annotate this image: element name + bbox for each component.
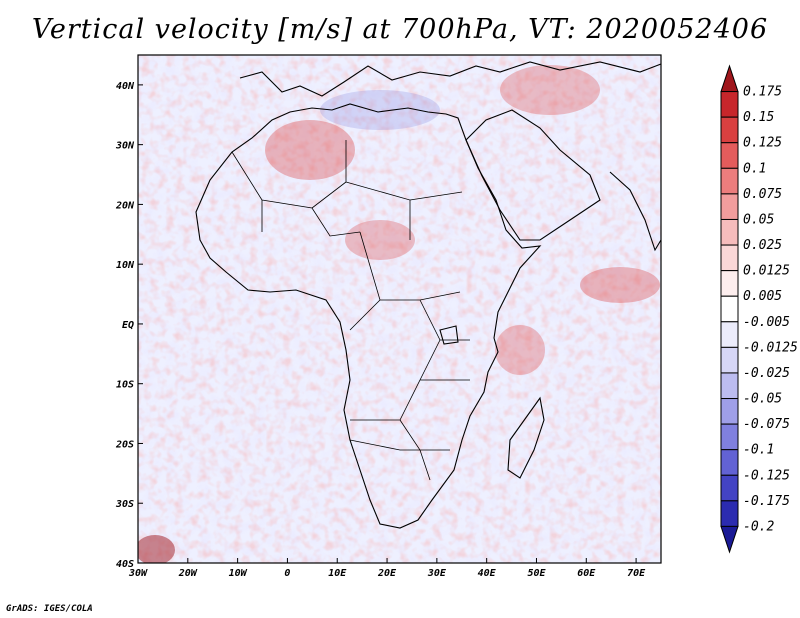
coastlines-and-borders (195, 61, 662, 529)
updraft-somali-coast (495, 325, 545, 375)
velocity-field (138, 55, 661, 563)
border-lines (231, 140, 470, 481)
y-tick-label: 30S (115, 499, 134, 510)
x-tick-label: 20E (377, 568, 397, 579)
colorbar-swatch (720, 423, 739, 451)
x-tick-label: 50E (527, 568, 546, 579)
x-tick-label: 0 (284, 568, 290, 579)
x-tick-label: 40E (478, 568, 497, 579)
y-tick-label: EQ (122, 320, 134, 331)
colorbar: 0.175 0.15 0.125 0.1 0.075 0.05 0.025 0.0125 0.0… (720, 64, 798, 554)
downdraft-mediterranean (320, 90, 440, 130)
updraft-arabian-sea (580, 267, 660, 303)
y-tick-label: 30N (115, 141, 135, 152)
colorbar-label: 0.075 (743, 187, 782, 202)
y-tick-label: 40S (116, 559, 134, 570)
y-tick-label: 20S (115, 439, 134, 450)
colorbar-label: -0.1 (743, 443, 774, 458)
colorbar-top-arrow (720, 64, 739, 93)
colorbar-label: -0.2 (743, 519, 774, 534)
colorbar-swatch (720, 449, 739, 476)
x-tick-label: 70E (627, 568, 646, 579)
colorbar-label: -0.0125 (743, 340, 798, 355)
y-tick-label: 20N (115, 200, 135, 211)
colorbar-label: -0.075 (743, 417, 790, 432)
colorbar-label: -0.025 (743, 366, 790, 381)
colorbar-swatch (720, 295, 739, 323)
colorbar-bottom-arrow (720, 525, 739, 554)
colorbar-swatch (720, 474, 739, 502)
x-tick-label: 60E (577, 568, 596, 579)
updraft-middle-east (500, 65, 600, 115)
y-tick-label: 10N (116, 260, 135, 271)
lake-victoria (439, 325, 459, 345)
colorbar-swatch (720, 218, 739, 246)
colorbar-swatch (720, 321, 739, 348)
colorbar-label: 0.125 (743, 136, 782, 151)
colorbar-swatch (720, 270, 739, 297)
colorbar-label: -0.005 (743, 315, 790, 330)
colorbar-swatch (720, 167, 739, 195)
colorbar-swatch (720, 372, 739, 400)
colorbar-swatch (720, 346, 739, 374)
colorbar-swatch (720, 142, 739, 169)
colorbar-swatch (720, 91, 739, 118)
africa-coastline (195, 103, 542, 529)
colorbar-label: -0.175 (743, 494, 790, 509)
colorbar-label: 0.1 (743, 161, 766, 176)
colorbar-swatch (720, 193, 739, 220)
arabian-peninsula (465, 109, 601, 241)
colorbar-label: 0.025 (743, 238, 782, 253)
colorbar-label: 0.15 (743, 110, 774, 125)
colorbar-label: 0.175 (743, 85, 782, 100)
x-tick-label: 30E (427, 568, 447, 579)
map-title: Vertical velocity [m/s] at 700hPa, VT: 2… (31, 14, 769, 45)
credit-text: GrADS: IGES/COLA (6, 604, 93, 614)
colorbar-swatch (720, 116, 739, 144)
colorbar-label: 0.05 (743, 212, 774, 227)
europe-coast (239, 61, 662, 97)
colorbar-label: 0.005 (743, 289, 782, 304)
colorbar-label: 0.0125 (743, 264, 790, 279)
y-tick-label: 40N (116, 81, 135, 92)
map-frame (137, 54, 662, 564)
x-tick-label: 10E (328, 568, 347, 579)
colorbar-label: -0.125 (743, 468, 790, 483)
colorbar-swatch (720, 398, 739, 425)
updraft-south-atlantic (138, 535, 175, 563)
colorbar-label: -0.05 (743, 392, 782, 407)
madagascar (507, 396, 545, 479)
map-panel (137, 54, 662, 564)
updraft-sahel (345, 220, 415, 260)
axis-ticks: 30W 20W 10W 0 10E 20E 30E 40E 50E 60E 70E 40N 30N 20N… (115, 81, 646, 579)
x-tick-label: 20W (178, 568, 198, 579)
colorbar-swatch (720, 244, 739, 272)
colorbar-swatch (720, 500, 739, 527)
x-tick-label: 30W (128, 568, 148, 579)
updraft-sahara (265, 120, 355, 180)
india-coast (609, 171, 662, 252)
x-tick-label: 10W (229, 568, 248, 579)
y-tick-label: 10S (116, 380, 134, 391)
